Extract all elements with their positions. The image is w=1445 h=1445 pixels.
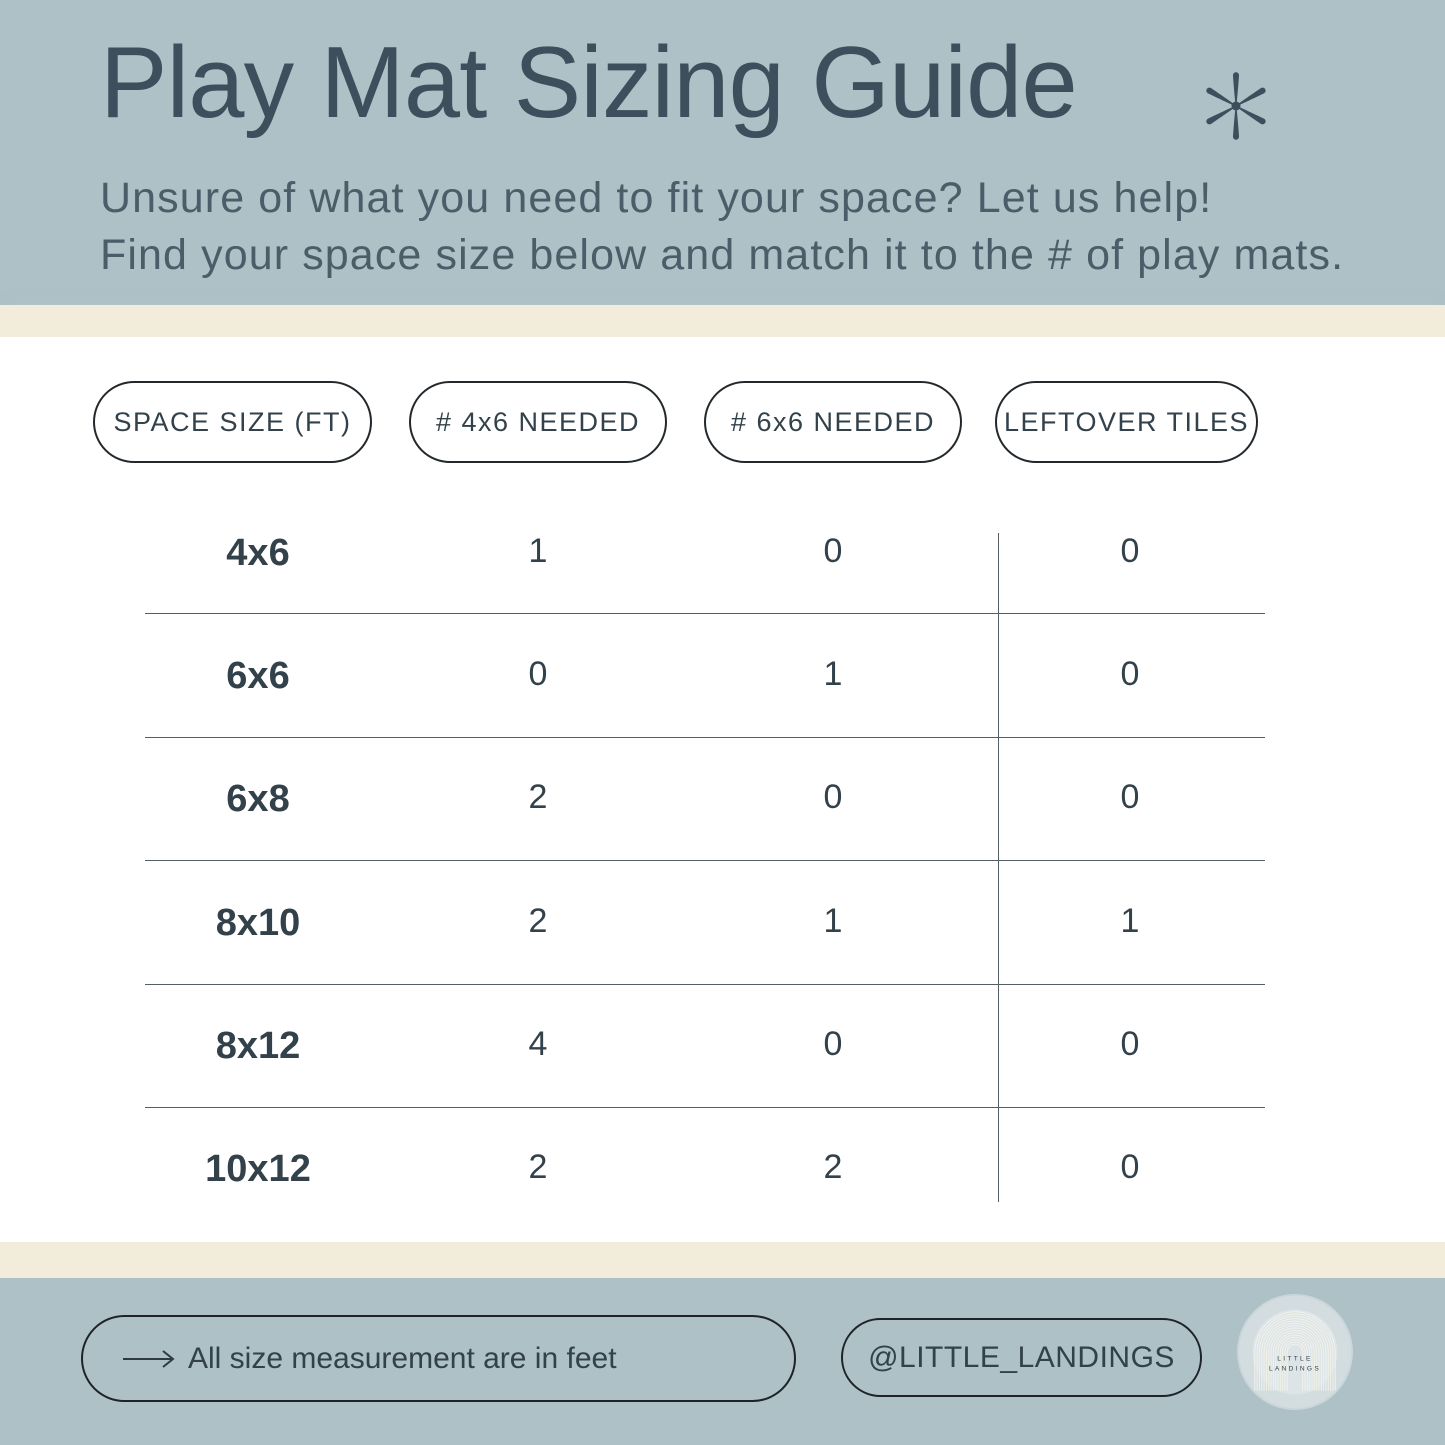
svg-text:LITTLE: LITTLE bbox=[1277, 1356, 1312, 1363]
svg-text:LANDINGS: LANDINGS bbox=[1269, 1366, 1321, 1373]
